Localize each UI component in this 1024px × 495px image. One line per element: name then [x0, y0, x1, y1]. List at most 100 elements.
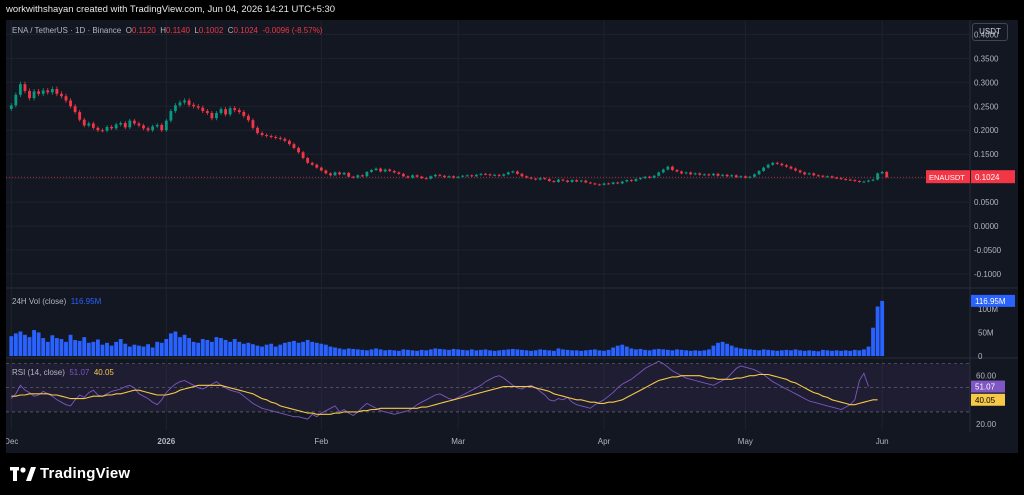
candle-body: [557, 179, 560, 182]
volume-bar: [168, 333, 173, 356]
volume-bar: [374, 348, 378, 356]
volume-bar: [392, 350, 397, 356]
volume-bar: [173, 331, 178, 356]
volume-bar: [620, 344, 625, 356]
volume-bar: [820, 349, 825, 356]
candle-body: [698, 173, 702, 175]
price-legend[interactable]: ENA / TetherUS · 1D · Binance O0.1120 H0…: [12, 26, 322, 35]
symbol-label[interactable]: ENA / TetherUS · 1D · Binance: [12, 26, 122, 35]
candle-body: [9, 105, 13, 109]
grid-lines: [6, 20, 1018, 432]
rsi-legend[interactable]: RSI (14, close) 51.07 40.05: [12, 368, 114, 377]
candle-body: [178, 102, 182, 106]
chart-canvas[interactable]: 0.4000 0.3500 0.3000 0.2500 0.2000 0.1500 0.10…: [4, 20, 1018, 453]
candle-body: [689, 172, 693, 175]
candle-body: [114, 124, 118, 129]
volume-bar: [118, 339, 123, 356]
candle-body: [885, 171, 889, 178]
volume-bar: [287, 341, 292, 356]
volume-bar: [488, 350, 492, 356]
candle-body: [721, 174, 724, 176]
price-tick-label: 0.3500: [974, 54, 999, 63]
candle-body: [301, 152, 305, 159]
time-tick-label: May: [738, 437, 753, 446]
candle-body: [743, 176, 747, 178]
candle-body: [110, 126, 114, 129]
volume-bar: [54, 338, 59, 356]
volume-bar: [251, 344, 255, 356]
volume-bar: [515, 349, 520, 356]
price-axis[interactable]: 0.4000 0.3500 0.3000 0.2500 0.2000 0.1500 0.10…: [974, 30, 1002, 429]
chart-frame[interactable]: 0.4000 0.3500 0.3000 0.2500 0.2000 0.1500 0.10…: [4, 20, 1018, 453]
high-label: H: [160, 26, 167, 35]
volume-bar: [583, 350, 588, 356]
volume-bar: [337, 348, 342, 356]
candle-body: [584, 180, 588, 183]
candle-body: [246, 115, 250, 121]
volume-bar: [624, 346, 629, 356]
close-label: C: [227, 26, 234, 35]
candle-body: [661, 169, 665, 173]
candle-body: [169, 111, 173, 121]
volume-bar: [182, 334, 187, 356]
volume-legend[interactable]: 24H Vol (close) 116.95M: [12, 297, 101, 306]
candle-body: [401, 173, 405, 177]
tradingview-logo[interactable]: TradingView: [10, 465, 130, 482]
candle-body: [680, 171, 683, 174]
price-tick-label: 0.4000: [974, 30, 999, 39]
volume-bar: [665, 349, 670, 356]
candle-body: [288, 140, 291, 145]
volume-bar: [551, 350, 556, 356]
candle-body: [23, 84, 27, 91]
candle-body: [215, 112, 218, 119]
rsi-value: 51.07: [69, 368, 90, 377]
candle-body: [438, 174, 442, 176]
price-tick-label: -0.1000: [974, 270, 1002, 279]
volume-bar: [424, 350, 429, 356]
candle-body: [329, 173, 332, 176]
candle-body: [360, 175, 364, 177]
volume-bar: [643, 349, 647, 356]
candle-body: [716, 173, 720, 176]
volume-bar: [579, 350, 584, 356]
low-value: 0.1002: [198, 26, 224, 35]
volume-bar: [843, 350, 848, 356]
volume-bar: [652, 349, 657, 356]
volume-bar: [237, 341, 242, 356]
candle-body: [739, 176, 743, 178]
volume-bar: [725, 343, 730, 356]
candle-body: [784, 165, 788, 167]
volume-bar: [214, 337, 219, 356]
rsi-ma-tag-label: 40.05: [975, 396, 996, 405]
volume-bar: [811, 350, 816, 356]
watermark-bar: workwithshayan created with TradingView.…: [0, 0, 1024, 20]
candle-body: [488, 174, 492, 176]
volume-bar: [497, 350, 502, 356]
volume-bar: [465, 350, 470, 356]
candle-body: [547, 179, 551, 182]
candle-body: [748, 176, 752, 178]
volume-bar: [802, 350, 807, 356]
volume-bar: [246, 342, 251, 356]
volume-bar: [679, 349, 684, 356]
price-tick-label: 0.1500: [974, 150, 999, 159]
currency-button[interactable]: USDT: [972, 23, 1008, 41]
time-axis[interactable]: Dec 2026 Feb Mar Apr May Jun: [4, 437, 889, 446]
candle-body: [771, 162, 775, 165]
candle-body: [657, 172, 661, 176]
volume-bar: [36, 332, 41, 356]
candle-body: [415, 175, 419, 177]
open-value: 0.1120: [131, 26, 156, 35]
candle-body: [160, 124, 164, 131]
candle-body: [456, 176, 460, 178]
volume-bar: [301, 341, 306, 356]
volume-bar: [634, 349, 638, 356]
volume-bar: [474, 350, 479, 356]
volume-bar: [656, 348, 661, 356]
candle-body: [839, 178, 843, 180]
time-tick-label: 2026: [157, 437, 175, 446]
volume-bar: [606, 349, 611, 356]
candle-body: [411, 175, 414, 178]
candle-body: [543, 178, 547, 180]
price-tick-label: -0.0500: [974, 246, 1002, 255]
